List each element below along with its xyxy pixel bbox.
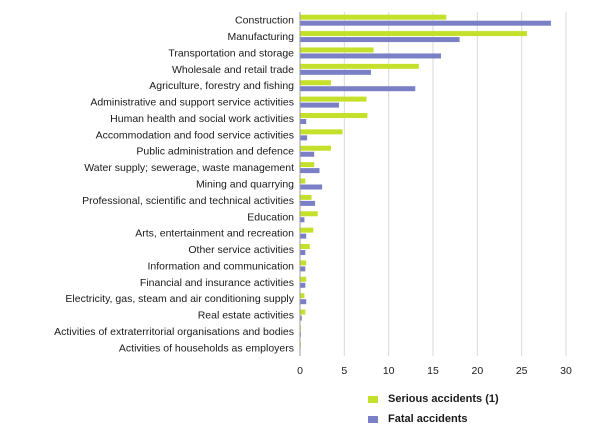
category-label: Other service activities — [188, 244, 294, 256]
x-tick-label: 5 — [341, 365, 347, 377]
category-label: Activities of extraterritorial organisat… — [54, 326, 294, 338]
bar-fatal — [300, 20, 551, 26]
legend-swatch-fatal — [368, 415, 378, 423]
bar-serious — [300, 31, 527, 37]
bar-serious — [300, 309, 306, 315]
bar-fatal — [300, 266, 306, 272]
bar-fatal — [300, 118, 307, 124]
bar-serious — [300, 293, 305, 299]
category-label: Public administration and defence — [136, 146, 294, 158]
bar-serious — [300, 162, 315, 168]
x-tick-label: 15 — [427, 365, 439, 377]
bar-fatal — [300, 233, 307, 239]
bar-fatal — [300, 299, 307, 305]
bar-fatal — [300, 102, 340, 108]
gridlines — [343, 12, 567, 356]
bar-serious — [300, 227, 314, 233]
bar-fatal — [300, 250, 306, 256]
category-label: Arts, entertainment and recreation — [135, 228, 294, 240]
bar-fatal — [300, 217, 305, 223]
category-label: Wholesale and retail trade — [172, 64, 294, 76]
category-label: Human health and social work activities — [110, 113, 294, 125]
category-label: Education — [247, 211, 294, 223]
category-label: Administrative and support service activ… — [90, 97, 294, 109]
category-label: Agriculture, forestry and fishing — [149, 80, 294, 92]
legend: Serious accidents (1) Fatal accidents — [368, 389, 499, 429]
category-label: Professional, scientific and technical a… — [82, 195, 294, 207]
bar-serious — [300, 211, 318, 217]
bar-serious — [300, 14, 447, 20]
x-tick-label: 30 — [560, 365, 572, 377]
legend-label-fatal: Fatal accidents — [388, 413, 468, 425]
bar-serious — [300, 47, 374, 53]
category-label: Water supply; sewerage, waste management — [84, 162, 294, 174]
category-label: Accommodation and food service activitie… — [96, 129, 294, 141]
bar-serious — [300, 63, 419, 69]
bar-fatal — [300, 282, 306, 288]
bar-serious — [300, 178, 306, 184]
legend-item-serious: Serious accidents (1) — [368, 389, 499, 409]
bar-serious — [300, 80, 332, 86]
bar-fatal — [300, 315, 302, 321]
bar-serious — [300, 244, 310, 250]
bar-fatal — [300, 151, 315, 157]
bar-serious — [300, 145, 332, 151]
category-label: Transportation and storage — [168, 47, 294, 59]
bar-fatal — [300, 53, 441, 59]
bar-fatal — [300, 184, 323, 190]
category-label: Electricity, gas, steam and air conditio… — [65, 293, 294, 305]
x-tick-label: 25 — [516, 365, 528, 377]
bar-serious — [300, 129, 343, 135]
x-tick-label: 10 — [383, 365, 395, 377]
bar-serious — [300, 194, 312, 200]
x-tick-labels: 0 5 10 15 20 25 30 — [297, 365, 572, 377]
category-label: Financial and insurance activities — [140, 277, 294, 289]
bar-fatal — [300, 37, 460, 43]
bar-fatal — [300, 86, 416, 92]
bar-serious — [300, 112, 368, 118]
category-label: Manufacturing — [227, 31, 294, 43]
bar-fatal — [300, 69, 371, 75]
bar-serious — [300, 276, 307, 282]
legend-swatch-serious — [368, 395, 378, 403]
category-label: Real estate activities — [198, 310, 294, 322]
category-labels: Construction Manufacturing Transportation … — [54, 15, 295, 355]
category-label: Mining and quarrying — [196, 179, 294, 191]
bar-fatal — [300, 135, 308, 141]
bar-fatal — [300, 168, 320, 174]
bar-serious — [300, 96, 367, 102]
category-label: Construction — [235, 15, 294, 27]
legend-item-fatal: Fatal accidents — [368, 409, 499, 429]
category-label: Information and communication — [148, 260, 295, 272]
x-tick-label: 0 — [297, 365, 303, 377]
x-tick-label: 20 — [471, 365, 483, 377]
bar-serious — [300, 260, 307, 266]
bars — [300, 14, 551, 348]
bar-fatal — [300, 200, 316, 206]
legend-label-serious: Serious accidents (1) — [388, 393, 499, 405]
category-label: Activities of households as employers — [119, 342, 294, 354]
